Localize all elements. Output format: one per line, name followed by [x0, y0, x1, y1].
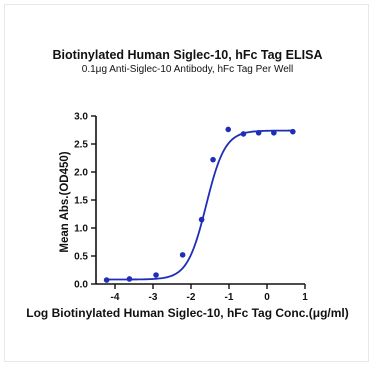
y-tick-label: 2.5	[74, 140, 88, 151]
data-point	[103, 277, 110, 283]
data-point	[153, 272, 159, 278]
fit-curve	[106, 129, 293, 281]
y-tick-label: 3.0	[74, 112, 88, 123]
data-point	[290, 128, 296, 135]
chart-title: Biotinylated Human Siglec-10, hFc Tag EL…	[52, 48, 323, 62]
data-point	[240, 131, 247, 137]
x-tick-label: -1	[225, 292, 234, 303]
x-tick-label: -3	[149, 292, 158, 303]
data-point	[271, 130, 277, 136]
x-axis-label: Log Biotinylated Human Siglec-10, hFc Ta…	[26, 306, 349, 320]
axes: 0.0 0.5 1.0 1.5 2.0 2.5 3.0 -4 -3 -2 -1 0 1	[74, 112, 308, 304]
x-tick-label: 0	[264, 292, 270, 303]
x-tick-label: 1	[302, 292, 308, 303]
data-points	[103, 126, 296, 283]
y-tick-label: 2.0	[74, 168, 88, 179]
data-point	[225, 126, 232, 133]
y-tick-label: 1.5	[74, 196, 88, 207]
y-tick-label: 1.0	[74, 224, 88, 235]
y-tick-label: 0.0	[74, 280, 88, 291]
data-point	[198, 216, 205, 223]
data-point	[179, 252, 186, 258]
x-tick-label: -2	[187, 292, 196, 303]
data-point	[255, 130, 262, 136]
chart-subtitle: 0.1μg Anti-Siglec-10 Antibody, hFc Tag P…	[81, 64, 294, 75]
x-tick-label: -4	[111, 292, 120, 303]
chart-frame	[4, 4, 369, 362]
data-point	[210, 156, 216, 163]
data-point	[126, 276, 133, 282]
y-tick-label: 0.5	[74, 252, 88, 263]
